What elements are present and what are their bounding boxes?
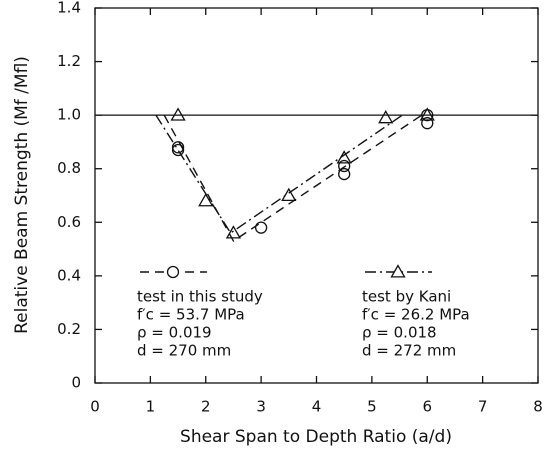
data-point: [378, 110, 394, 124]
data-point: [254, 221, 268, 234]
y-tick-label: 0.6: [57, 213, 81, 231]
data-point: [171, 143, 185, 157]
y-tick-label: 1.2: [57, 52, 81, 70]
data-point: [421, 117, 434, 130]
legend-label: test in this study: [137, 288, 263, 306]
y-tick-label: 0.2: [57, 320, 81, 338]
x-tick-label: 7: [478, 398, 488, 416]
y-tick-label: 1.0: [57, 106, 81, 124]
legend-note: f′c = 26.2 MPa: [362, 306, 470, 324]
legend-note: f′c = 53.7 MPa: [137, 306, 245, 324]
data-point: [281, 187, 297, 202]
fit-line: [163, 114, 423, 243]
data-point: [338, 159, 351, 173]
x-tick-label: 0: [90, 398, 100, 416]
x-tick-label: 5: [367, 398, 377, 416]
x-tick-label: 4: [312, 398, 322, 416]
x-tick-label: 2: [201, 398, 211, 416]
legend-note: d = 270 mm: [137, 342, 231, 360]
y-tick-label: 0.4: [57, 266, 81, 284]
legend-label: test by Kani: [362, 288, 451, 306]
data-point: [336, 150, 352, 164]
x-tick-label: 3: [256, 398, 266, 416]
fit-line: [155, 114, 403, 234]
x-tick-label: 8: [533, 398, 543, 416]
x-tick-label: 6: [422, 398, 432, 416]
data-point: [338, 167, 351, 181]
x-axis-label: Shear Span to Depth Ratio (a/d): [180, 427, 452, 447]
legend-note: d = 272 mm: [362, 342, 456, 360]
data-point: [170, 107, 186, 121]
legend-marker: [166, 265, 180, 279]
data-point: [171, 141, 185, 154]
data-point: [419, 107, 435, 121]
x-tick-label: 1: [146, 398, 156, 416]
legend-marker: [390, 264, 406, 278]
legend-note: ρ = 0.019: [137, 324, 212, 342]
data-point: [198, 193, 214, 207]
legend-note: ρ = 0.018: [362, 324, 437, 342]
y-tick-label: 0: [71, 374, 81, 392]
y-tick-label: 0.8: [57, 159, 81, 177]
y-tick-label: 1.4: [57, 0, 81, 17]
y-axis-label: Relative Beam Strength (Mf /Mfl): [12, 56, 32, 334]
data-point: [225, 225, 242, 239]
